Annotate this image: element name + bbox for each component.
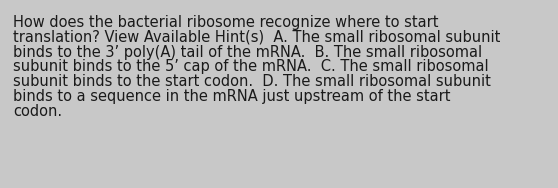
Text: translation? View Available Hint(s)  A. The small ribosomal subunit: translation? View Available Hint(s) A. T…	[13, 30, 501, 45]
Text: binds to the 3’ poly(A) tail of the mRNA.  B. The small ribosomal: binds to the 3’ poly(A) tail of the mRNA…	[13, 45, 482, 60]
Text: subunit binds to the 5’ cap of the mRNA.  C. The small ribosomal: subunit binds to the 5’ cap of the mRNA.…	[13, 59, 489, 74]
Text: binds to a sequence in the mRNA just upstream of the start: binds to a sequence in the mRNA just ups…	[13, 89, 450, 104]
Text: subunit binds to the start codon.  D. The small ribosomal subunit: subunit binds to the start codon. D. The…	[13, 74, 491, 89]
Text: How does the bacterial ribosome recognize where to start: How does the bacterial ribosome recogniz…	[13, 15, 439, 30]
Text: codon.: codon.	[13, 104, 62, 119]
